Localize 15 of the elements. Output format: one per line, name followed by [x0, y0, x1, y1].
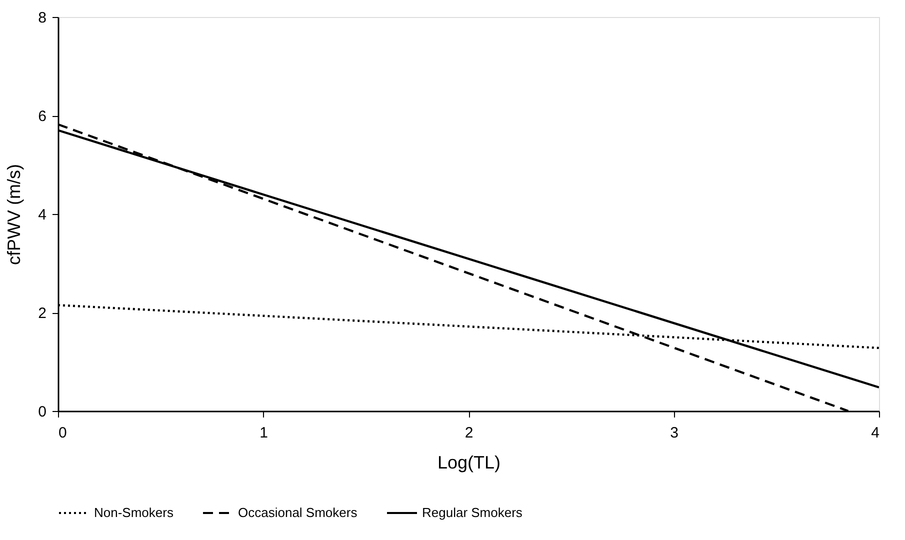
legend-label: Occasional Smokers: [238, 505, 358, 520]
legend-label: Non-Smokers: [94, 505, 174, 520]
y-tick-label: 6: [38, 108, 46, 125]
x-tick-label: 4: [871, 424, 880, 442]
x-tick-label: 2: [464, 424, 474, 442]
x-tick-label: 0: [58, 424, 67, 442]
legend-label: Regular Smokers: [422, 505, 523, 520]
x-axis-title: Log(TL): [437, 452, 501, 472]
x-tick-label: 3: [670, 424, 678, 442]
y-tick-label: 2: [38, 305, 46, 322]
y-tick-label: 8: [38, 10, 46, 26]
y-tick-label: 4: [38, 206, 46, 224]
y-axis-title: cfPWV (m/s): [4, 164, 24, 265]
x-tick-label: 1: [260, 424, 268, 442]
y-tick-label: 0: [38, 404, 46, 420]
